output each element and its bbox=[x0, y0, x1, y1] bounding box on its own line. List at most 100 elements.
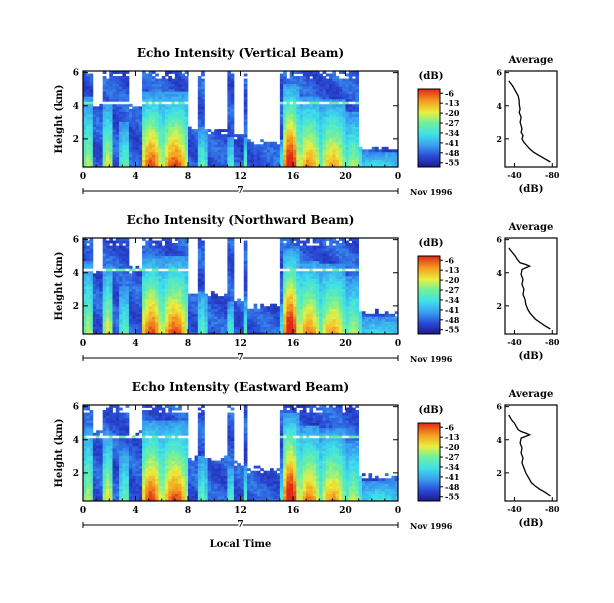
heatmap-cell bbox=[290, 251, 294, 254]
heatmap-cell bbox=[346, 154, 350, 157]
heatmap-cell bbox=[208, 129, 212, 132]
heatmap-cell bbox=[188, 154, 192, 157]
heatmap-cell bbox=[336, 142, 340, 145]
heatmap-cell bbox=[142, 311, 146, 314]
heatmap-cell bbox=[198, 304, 202, 307]
heatmap-cell bbox=[145, 159, 149, 162]
heatmap-cell bbox=[355, 147, 359, 150]
heatmap-cell bbox=[122, 241, 126, 244]
heatmap-cell bbox=[323, 256, 327, 259]
heatmap-cell bbox=[185, 243, 189, 246]
heatmap-cell bbox=[244, 149, 248, 152]
heatmap-cell bbox=[188, 142, 192, 145]
heatmap-cell bbox=[234, 154, 238, 157]
heatmap-cell bbox=[326, 109, 330, 112]
heatmap-cell bbox=[283, 256, 287, 259]
heatmap-cell bbox=[231, 94, 235, 97]
heatmap-cell bbox=[181, 273, 185, 276]
heatmap-cell bbox=[145, 122, 149, 125]
heatmap-cell bbox=[142, 142, 146, 145]
heatmap-cell bbox=[185, 124, 189, 127]
heatmap-cell bbox=[129, 291, 133, 294]
heatmap-cell bbox=[86, 289, 90, 292]
heatmap-cell bbox=[293, 157, 297, 160]
heatmap-cell bbox=[280, 111, 284, 114]
heatmap-cell bbox=[313, 289, 317, 292]
heatmap-cell bbox=[155, 253, 159, 256]
heatmap-cell bbox=[204, 324, 208, 327]
heatmap-cell bbox=[181, 258, 185, 261]
heatmap-cell bbox=[326, 137, 330, 140]
heatmap-cell bbox=[208, 306, 212, 309]
heatmap-cell bbox=[109, 104, 113, 107]
heatmap-cell bbox=[336, 149, 340, 152]
heatmap-cell bbox=[195, 159, 199, 162]
heatmap-cell bbox=[319, 243, 323, 246]
heatmap-cell bbox=[96, 304, 100, 307]
heatmap-cell bbox=[113, 76, 117, 79]
heatmap-cell bbox=[158, 271, 162, 274]
heatmap-cell bbox=[355, 127, 359, 130]
heatmap-cell bbox=[329, 162, 333, 165]
heatmap-cell bbox=[346, 99, 350, 102]
heatmap-cell bbox=[106, 89, 110, 92]
heatmap-cell bbox=[116, 253, 120, 256]
heatmap-cell bbox=[172, 319, 176, 322]
heatmap-cell bbox=[296, 319, 300, 322]
heatmap-cell bbox=[342, 154, 346, 157]
heatmap-cell bbox=[303, 91, 307, 94]
heatmap-cell bbox=[234, 329, 238, 332]
heatmap-cell bbox=[319, 134, 323, 137]
heatmap-cell bbox=[158, 119, 162, 122]
heatmap-cell bbox=[277, 159, 281, 162]
heatmap-cell bbox=[185, 309, 189, 312]
heatmap-cell bbox=[126, 104, 130, 107]
heatmap-cell bbox=[93, 106, 97, 109]
heatmap-cell bbox=[201, 256, 205, 259]
heatmap-cell bbox=[109, 124, 113, 127]
heatmap-cell bbox=[191, 154, 195, 157]
heatmap-cell bbox=[319, 122, 323, 125]
heatmap-cell bbox=[175, 283, 179, 286]
heatmap-cell bbox=[273, 329, 277, 332]
heatmap-cell bbox=[336, 104, 340, 107]
heatmap-cell bbox=[155, 266, 159, 269]
heatmap-cell bbox=[241, 144, 245, 147]
heatmap-cell bbox=[329, 139, 333, 142]
heatmap-cell bbox=[296, 149, 300, 152]
heatmap-cell bbox=[339, 321, 343, 324]
heatmap-cell bbox=[283, 276, 287, 279]
heatmap-cell bbox=[313, 273, 317, 276]
heatmap-cell bbox=[195, 157, 199, 160]
heatmap-cell bbox=[129, 129, 133, 132]
heatmap-cell bbox=[191, 157, 195, 160]
heatmap-cell bbox=[198, 311, 202, 314]
heatmap-cell bbox=[152, 99, 156, 102]
heatmap-cell bbox=[185, 311, 189, 314]
heatmap-cell bbox=[129, 306, 133, 309]
heatmap-cell bbox=[195, 144, 199, 147]
heatmap-cell bbox=[332, 114, 336, 117]
heatmap-cell bbox=[152, 329, 156, 332]
heatmap-cell bbox=[126, 94, 130, 97]
heatmap-cell bbox=[204, 326, 208, 329]
heatmap-cell bbox=[319, 321, 323, 324]
heatmap-cell bbox=[280, 122, 284, 125]
heatmap-cell bbox=[283, 154, 287, 157]
heatmap-cell bbox=[342, 147, 346, 150]
heatmap-cell bbox=[346, 104, 350, 107]
heatmap-cell bbox=[339, 152, 343, 155]
heatmap-cell bbox=[323, 286, 327, 289]
heatmap-cell bbox=[168, 109, 172, 112]
heatmap-cell bbox=[175, 119, 179, 122]
heatmap-cell bbox=[355, 159, 359, 162]
heatmap-cell bbox=[316, 157, 320, 160]
heatmap-cell bbox=[116, 291, 120, 294]
heatmap-cell bbox=[185, 127, 189, 130]
heatmap-cell bbox=[178, 283, 182, 286]
heatmap-cell bbox=[158, 122, 162, 125]
heatmap-cell bbox=[352, 89, 356, 92]
heatmap-cell bbox=[126, 157, 130, 160]
heatmap-cell bbox=[316, 84, 320, 87]
